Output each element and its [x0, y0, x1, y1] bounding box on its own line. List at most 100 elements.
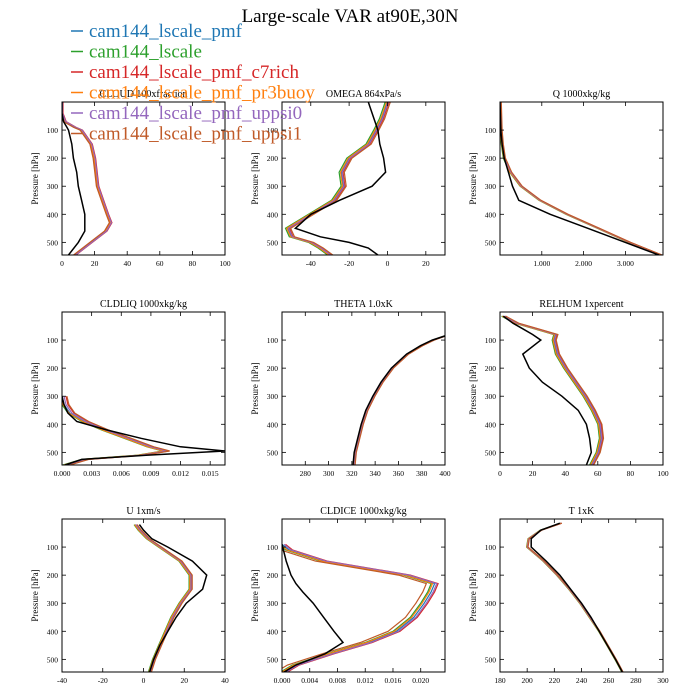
- y-tick-label: 100: [267, 126, 279, 135]
- x-tick-label: -20: [98, 676, 108, 685]
- x-tick-label: 300: [323, 469, 335, 478]
- plot-area: [501, 315, 605, 465]
- y-tick-label: 100: [267, 543, 279, 552]
- plot-frame: [499, 101, 664, 256]
- x-tick-label: 40: [123, 259, 131, 268]
- x-tick-label: 0.015: [202, 469, 219, 478]
- plot-frame: [61, 311, 226, 466]
- series-line: [505, 315, 605, 465]
- reference-line: [502, 315, 593, 465]
- x-tick-label: -20: [344, 259, 354, 268]
- panel-title: RELHUM 1xpercent: [539, 299, 623, 310]
- y-tick-label: 400: [485, 210, 497, 219]
- x-tick-label: 320: [346, 469, 358, 478]
- x-tick-label: -40: [57, 676, 67, 685]
- panel-title: U 1xm/s: [126, 506, 160, 517]
- plot-frame: [61, 101, 226, 256]
- x-tick-label: 0.008: [329, 676, 346, 685]
- x-tick-label: 360: [393, 469, 405, 478]
- x-tick-label: 40: [561, 469, 569, 478]
- y-axis-label: Pressure [hPa]: [468, 569, 478, 621]
- panel: 1.000 2.000 3.000 100 200 300 400 500 Q 1000xkg/…: [468, 89, 664, 268]
- panel-title: Q 1000xkg/kg: [553, 89, 611, 100]
- plot-area: [62, 102, 113, 255]
- y-tick-label: 100: [485, 543, 497, 552]
- x-tick-label: 0.016: [385, 676, 402, 685]
- panel-title: CLDLIQ 1000xkg/kg: [100, 299, 187, 310]
- panel: 0 20 40 60 80 100 100 200 300 400 500 CLOUD 100xfra…: [30, 89, 231, 268]
- x-tick-label: 20: [529, 469, 537, 478]
- y-tick-label: 200: [47, 154, 59, 163]
- x-tick-label: 0.012: [357, 676, 374, 685]
- series-line: [354, 335, 445, 465]
- y-tick-label: 100: [267, 336, 279, 345]
- series-line: [353, 335, 445, 465]
- panel: -40 -20 0 20 100 200 300 400 500 OMEGA 864xPa/s Pr…: [250, 89, 446, 268]
- y-axis-label: Pressure [hPa]: [468, 152, 478, 204]
- series-line: [353, 335, 445, 465]
- series-line: [501, 315, 601, 465]
- x-tick-label: 3.000: [617, 259, 634, 268]
- x-tick-label: 0.012: [172, 469, 189, 478]
- y-axis-label: Pressure [hPa]: [250, 569, 260, 621]
- y-tick-label: 500: [485, 448, 497, 457]
- y-tick-label: 400: [267, 627, 279, 636]
- y-tick-label: 300: [47, 392, 59, 401]
- y-tick-label: 100: [485, 336, 497, 345]
- x-tick-label: 260: [603, 676, 615, 685]
- panel: -40 -20 0 20 40 100 200 300 400 500 U 1xm/s Pressur…: [30, 506, 229, 685]
- x-tick-label: 0: [386, 259, 390, 268]
- y-axis-label: Pressure [hPa]: [30, 152, 40, 204]
- x-tick-label: 1.000: [533, 259, 550, 268]
- y-tick-label: 100: [47, 336, 59, 345]
- plot-area: [62, 396, 225, 465]
- panel-title: CLOUD 100xfraction: [99, 89, 187, 100]
- x-tick-label: 220: [549, 676, 561, 685]
- plot-frame: [499, 311, 664, 466]
- y-tick-label: 400: [47, 420, 59, 429]
- y-tick-label: 300: [267, 599, 279, 608]
- y-tick-label: 400: [47, 627, 59, 636]
- y-tick-label: 400: [47, 210, 59, 219]
- plot-area: [284, 102, 391, 255]
- x-tick-label: -40: [306, 259, 316, 268]
- panel-title: CLDICE 1000xkg/kg: [320, 506, 406, 517]
- plot-frame: [281, 518, 446, 673]
- reference-line: [293, 102, 387, 255]
- series-line: [500, 102, 662, 255]
- legend-label: cam144_lscale_pmf_uppsi1: [89, 124, 302, 145]
- x-tick-label: 280: [630, 676, 642, 685]
- x-tick-label: 340: [370, 469, 382, 478]
- x-tick-label: 0.000: [54, 469, 71, 478]
- panel: 280 300 320 340 360 380 400 100 200 300 400 500 THET…: [250, 299, 451, 478]
- x-tick-label: 0.020: [412, 676, 429, 685]
- reference-line: [62, 102, 86, 255]
- y-tick-label: 100: [47, 126, 59, 135]
- y-tick-label: 500: [485, 655, 497, 664]
- y-tick-label: 400: [267, 210, 279, 219]
- y-axis-label: Pressure [hPa]: [250, 362, 260, 414]
- x-tick-label: 0.009: [142, 469, 159, 478]
- series-line: [134, 524, 191, 672]
- x-tick-label: 0.004: [301, 676, 318, 685]
- x-tick-label: 2.000: [575, 259, 592, 268]
- x-tick-label: 240: [576, 676, 588, 685]
- y-tick-label: 300: [267, 182, 279, 191]
- y-tick-label: 300: [47, 182, 59, 191]
- legend-label: cam144_lscale: [89, 42, 202, 63]
- series-line: [500, 102, 663, 255]
- y-tick-label: 500: [267, 448, 279, 457]
- y-tick-label: 100: [485, 126, 497, 135]
- series-line: [287, 102, 389, 255]
- plot-area: [352, 335, 445, 465]
- series-line: [500, 102, 662, 255]
- reference-line: [500, 102, 660, 255]
- plot-area: [525, 522, 624, 672]
- panel-title: THETA 1.0xK: [334, 299, 393, 310]
- y-tick-label: 300: [47, 599, 59, 608]
- y-tick-label: 200: [485, 571, 497, 580]
- y-tick-label: 200: [485, 154, 497, 163]
- series-line: [62, 115, 111, 255]
